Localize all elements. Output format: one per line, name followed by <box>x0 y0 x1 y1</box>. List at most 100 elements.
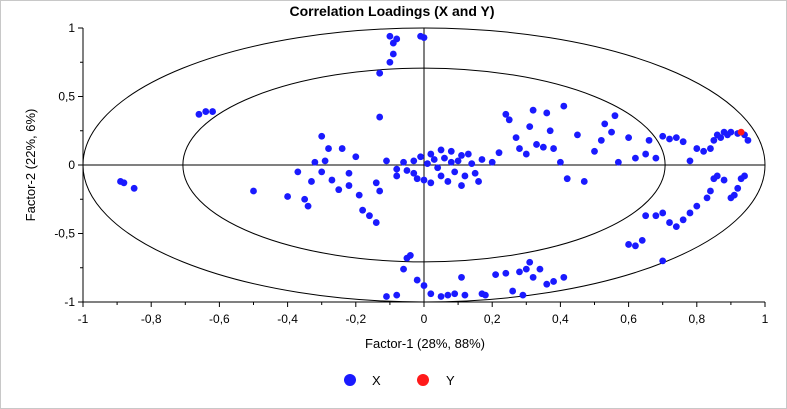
x-tick-label: 0 <box>421 312 428 326</box>
legend-marker-y <box>417 374 429 386</box>
point-x <box>563 175 571 183</box>
point-x <box>597 136 605 144</box>
point-x <box>608 128 615 136</box>
y-tick-label: -1 <box>64 295 75 309</box>
point-x <box>461 172 469 180</box>
point-x <box>512 134 520 142</box>
point-x <box>693 145 701 152</box>
point-x <box>355 191 363 199</box>
point-y <box>737 128 745 136</box>
point-x <box>543 109 551 117</box>
point-x <box>352 153 360 161</box>
point-x <box>574 131 581 139</box>
point-x <box>427 290 435 298</box>
point-x <box>645 136 653 144</box>
point-x <box>195 110 203 118</box>
point-x <box>437 172 445 180</box>
point-x <box>492 271 500 278</box>
point-x <box>505 116 513 124</box>
point-x <box>686 209 694 217</box>
point-x <box>652 154 660 162</box>
data-points <box>117 32 752 300</box>
point-x <box>451 168 459 176</box>
point-x <box>372 179 380 187</box>
point-x <box>311 158 319 166</box>
point-x <box>434 164 442 172</box>
point-x <box>516 268 523 276</box>
point-x <box>410 157 418 165</box>
point-x <box>700 147 708 155</box>
point-x <box>451 290 459 298</box>
point-x <box>741 172 748 180</box>
point-x <box>481 291 489 299</box>
point-x <box>420 34 428 41</box>
x-tick-label: 0,8 <box>688 312 705 326</box>
point-x <box>427 150 435 158</box>
point-x <box>519 291 527 299</box>
point-x <box>410 169 418 177</box>
point-x <box>325 145 332 152</box>
point-x <box>393 165 401 173</box>
point-x <box>294 168 302 176</box>
point-x <box>209 108 216 115</box>
point-x <box>638 236 646 244</box>
point-x <box>666 135 673 143</box>
point-x <box>703 194 711 202</box>
point-x <box>464 150 472 158</box>
point-x <box>502 269 510 277</box>
point-x <box>420 176 428 184</box>
point-x <box>713 172 721 180</box>
point-x <box>458 273 465 281</box>
point-x <box>345 182 353 189</box>
point-x <box>475 178 482 185</box>
point-x <box>345 169 353 177</box>
point-x <box>707 187 714 195</box>
point-x <box>727 194 735 202</box>
x-axis-ticks: -1 -0,8 -0,6 -0,4 -0,2 0 0,2 0,4 0,6 0,8 1 <box>78 302 769 326</box>
point-x <box>304 202 312 210</box>
y-tick-label: 1 <box>68 21 75 35</box>
point-x <box>250 187 257 195</box>
point-x <box>560 102 568 110</box>
y-axis-label: Factor-2 (22%, 6%) <box>23 109 38 222</box>
point-x <box>437 293 445 300</box>
point-x <box>488 158 496 166</box>
x-tick-label: 0,4 <box>552 312 569 326</box>
x-tick-label: 0,2 <box>484 312 501 326</box>
point-x <box>591 147 598 155</box>
point-x <box>526 123 534 131</box>
point-x <box>557 158 564 166</box>
point-x <box>679 138 687 146</box>
point-x <box>376 113 384 121</box>
point-x <box>632 242 639 250</box>
point-x <box>372 219 380 226</box>
point-x <box>533 141 540 148</box>
zero-lines <box>83 28 765 302</box>
point-x <box>614 158 622 166</box>
point-x <box>526 258 534 266</box>
x-tick-label: -1 <box>78 312 89 326</box>
point-x <box>642 150 650 158</box>
point-x <box>393 172 401 180</box>
point-x <box>611 112 619 120</box>
point-x <box>308 178 315 185</box>
point-x <box>301 195 309 203</box>
point-x <box>522 150 530 158</box>
point-x <box>424 160 431 168</box>
point-x <box>659 209 667 217</box>
legend-label-x: X <box>372 373 381 388</box>
point-x <box>389 39 397 47</box>
point-x <box>383 293 390 300</box>
point-x <box>529 273 537 281</box>
y-tick-label: 0,5 <box>58 90 75 104</box>
point-x <box>539 143 547 151</box>
point-x <box>522 265 530 273</box>
point-x <box>458 182 465 189</box>
point-x <box>717 134 725 142</box>
point-x <box>430 156 438 163</box>
point-x <box>386 32 394 40</box>
point-x <box>509 287 517 295</box>
point-x <box>642 212 650 220</box>
point-x <box>389 50 397 58</box>
